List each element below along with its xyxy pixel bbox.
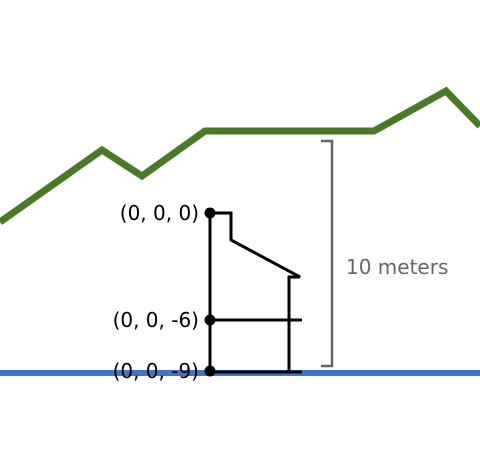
point-label-top: (0, 0, 0) xyxy=(120,201,199,225)
structure-outline xyxy=(208,211,302,374)
point-marker-bottom xyxy=(204,365,216,377)
dimension-bracket xyxy=(321,139,334,368)
terrain-profile-line xyxy=(0,86,480,225)
dimension-label: 10 meters xyxy=(346,255,448,279)
point-label-bottom: (0, 0, -9) xyxy=(113,359,199,383)
point-marker-mid xyxy=(204,314,216,326)
point-markers xyxy=(204,207,216,377)
point-marker-top xyxy=(204,207,216,219)
point-label-mid: (0, 0, -6) xyxy=(113,308,199,332)
structure-left-and-roof xyxy=(208,211,301,372)
